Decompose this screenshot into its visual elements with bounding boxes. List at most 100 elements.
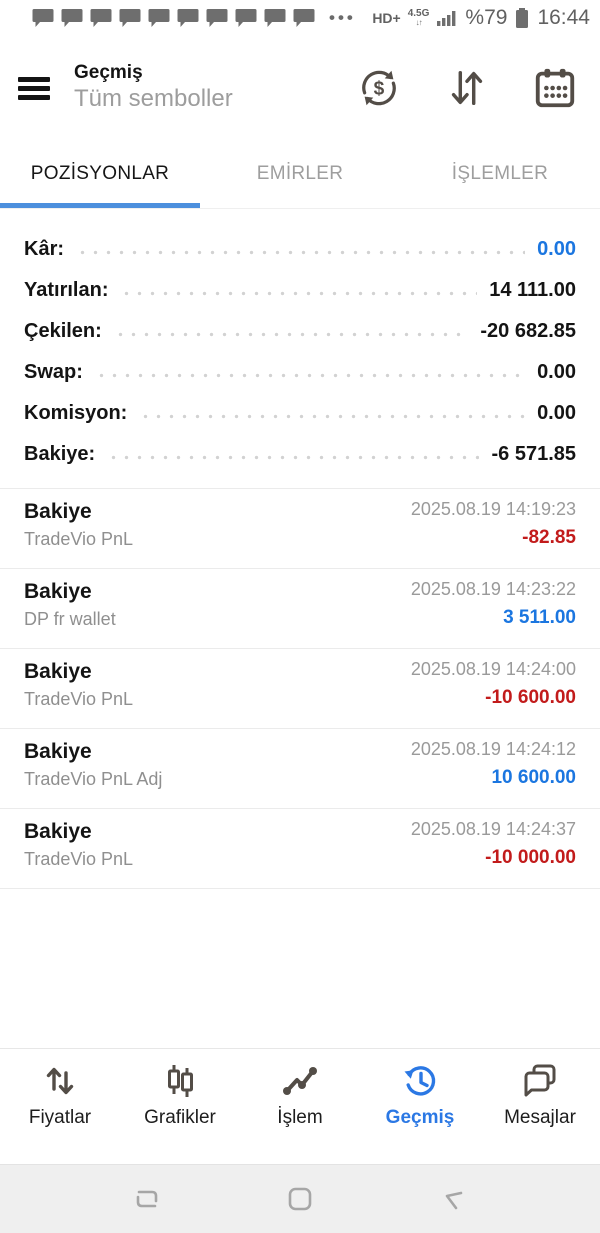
back-button[interactable] [436, 1182, 470, 1216]
tab-pozisyonlar[interactable]: POZİSYONLAR [0, 140, 200, 208]
summary-row-komisyon: Komisyon: 0.00 [24, 393, 576, 434]
message-notification-icon [264, 9, 286, 27]
nav-label: Grafikler [144, 1107, 216, 1128]
clock-label: 16:44 [537, 6, 590, 29]
nav-item-mesajlar[interactable]: Mesajlar [480, 1061, 600, 1164]
trade-line-icon [283, 1067, 317, 1095]
nav-item-islem[interactable]: İşlem [240, 1061, 360, 1164]
history-entry[interactable]: Bakiye TradeVio PnL 2025.08.19 14:24:00 … [0, 648, 600, 728]
dotted-leader [76, 250, 526, 255]
entry-amount: 3 511.00 [503, 606, 576, 628]
summary-value: -20 682.85 [480, 320, 576, 342]
message-notification-icon [61, 9, 83, 27]
summary-row-yatirilan: Yatırılan: 14 111.00 [24, 270, 576, 311]
message-notification-icon [148, 9, 170, 27]
nav-label: İşlem [277, 1107, 323, 1128]
entry-type: Bakiye [24, 740, 92, 763]
currency-refresh-icon[interactable]: $ [356, 65, 402, 111]
notification-icons [32, 8, 315, 28]
summary-value: 0.00 [537, 402, 576, 424]
android-navigation-bar [0, 1164, 600, 1233]
calendar-icon[interactable] [532, 65, 578, 111]
history-clock-icon [404, 1066, 436, 1096]
message-notification-icon [90, 9, 112, 27]
summary-label: Yatırılan: [24, 279, 109, 301]
dotted-leader [120, 291, 478, 296]
history-entry[interactable]: Bakiye TradeVio PnL 2025.08.19 14:24:37 … [0, 808, 600, 888]
status-indicators: HD+ 4.5G ↓↑ %79 16:44 [372, 6, 590, 30]
history-entry[interactable]: Bakiye DP fr wallet 2025.08.19 14:23:22 … [0, 568, 600, 648]
app-header: Geçmiş Tüm semboller $ [0, 36, 600, 140]
summary-label: Komisyon: [24, 402, 128, 424]
entry-datetime: 2025.08.19 14:19:23 [410, 499, 576, 519]
dotted-leader [139, 414, 526, 419]
hamburger-menu-button[interactable] [18, 74, 52, 102]
entry-datetime: 2025.08.19 14:23:22 [410, 579, 576, 599]
summary-row-kar: Kâr: 0.00 [24, 229, 576, 270]
sort-icon[interactable] [444, 65, 490, 111]
dotted-leader [107, 455, 480, 460]
candlestick-icon [168, 1065, 193, 1097]
entry-type: Bakiye [24, 820, 92, 843]
entry-comment: TradeVio PnL Adj [24, 769, 163, 790]
entry-amount: 10 600.00 [491, 766, 576, 788]
summary-row-bakiye: Bakiye: -6 571.85 [24, 434, 576, 475]
account-summary: Kâr: 0.00 Yatırılan: 14 111.00 Çekilen: … [0, 209, 600, 488]
battery-icon [516, 8, 529, 28]
bottom-navigation: Fiyatlar Grafikler İşlem [0, 1048, 600, 1164]
message-notification-icon [32, 9, 54, 27]
message-notification-icon [119, 9, 141, 27]
network-type-label: HD+ [372, 10, 401, 26]
summary-label: Çekilen: [24, 320, 102, 342]
svg-text:$: $ [374, 79, 385, 100]
home-button[interactable] [283, 1182, 317, 1216]
messages-icon [524, 1064, 556, 1097]
summary-label: Swap: [24, 361, 83, 383]
battery-percent-label: %79 [465, 6, 508, 29]
history-list: Bakiye TradeVio PnL 2025.08.19 14:19:23 … [0, 488, 600, 889]
header-actions: $ [356, 65, 578, 111]
summary-value: 14 111.00 [489, 279, 576, 301]
history-entry[interactable]: Bakiye TradeVio PnL 2025.08.19 14:19:23 … [0, 488, 600, 568]
nav-item-fiyatlar[interactable]: Fiyatlar [0, 1061, 120, 1164]
notification-overflow-icon: ••• [329, 8, 356, 27]
nav-label: Mesajlar [504, 1107, 576, 1128]
summary-label: Kâr: [24, 238, 65, 260]
page-title: Geçmiş [74, 61, 143, 83]
symbol-filter-label: Tüm semboller [74, 85, 233, 113]
history-tabs: POZİSYONLAR EMİRLER İŞLEMLER [0, 140, 600, 209]
message-notification-icon [293, 9, 315, 27]
empty-space [0, 889, 600, 1048]
nav-item-grafikler[interactable]: Grafikler [120, 1061, 240, 1164]
entry-comment: TradeVio PnL [24, 529, 134, 550]
message-notification-icon [235, 9, 257, 27]
nav-label: Fiyatlar [28, 1107, 92, 1128]
entry-comment: TradeVio PnL [24, 689, 134, 710]
entry-amount: -10 000.00 [485, 846, 576, 868]
summary-row-cekilen: Çekilen: -20 682.85 [24, 311, 576, 352]
history-entry[interactable]: Bakiye TradeVio PnL Adj 2025.08.19 14:24… [0, 728, 600, 808]
tab-islemler[interactable]: İŞLEMLER [451, 163, 549, 184]
updown-arrows-icon [46, 1067, 74, 1095]
entry-amount: -82.85 [522, 526, 576, 548]
summary-row-swap: Swap: 0.00 [24, 352, 576, 393]
entry-comment: DP fr wallet [24, 609, 116, 630]
summary-value: -6 571.85 [491, 443, 576, 465]
entry-datetime: 2025.08.19 14:24:00 [410, 659, 576, 679]
nav-item-gecmis[interactable]: Geçmiş [360, 1061, 480, 1164]
status-bar: ••• HD+ 4.5G ↓↑ %79 16:44 [0, 0, 600, 36]
nav-label: Geçmiş [385, 1107, 455, 1128]
entry-datetime: 2025.08.19 14:24:37 [410, 819, 576, 839]
entry-type: Bakiye [24, 500, 92, 523]
entry-type: Bakiye [24, 660, 92, 683]
tab-emirler[interactable]: EMİRLER [256, 163, 344, 184]
summary-value: 0.00 [537, 238, 576, 260]
entry-datetime: 2025.08.19 14:24:12 [410, 739, 576, 759]
recents-button[interactable] [130, 1182, 164, 1216]
message-notification-icon [206, 9, 228, 27]
entry-type: Bakiye [24, 580, 92, 603]
entry-amount: -10 600.00 [485, 686, 576, 708]
header-titles: Geçmiş Tüm semboller [74, 62, 233, 115]
signal-strength-icon [437, 11, 456, 26]
message-notification-icon [177, 9, 199, 27]
